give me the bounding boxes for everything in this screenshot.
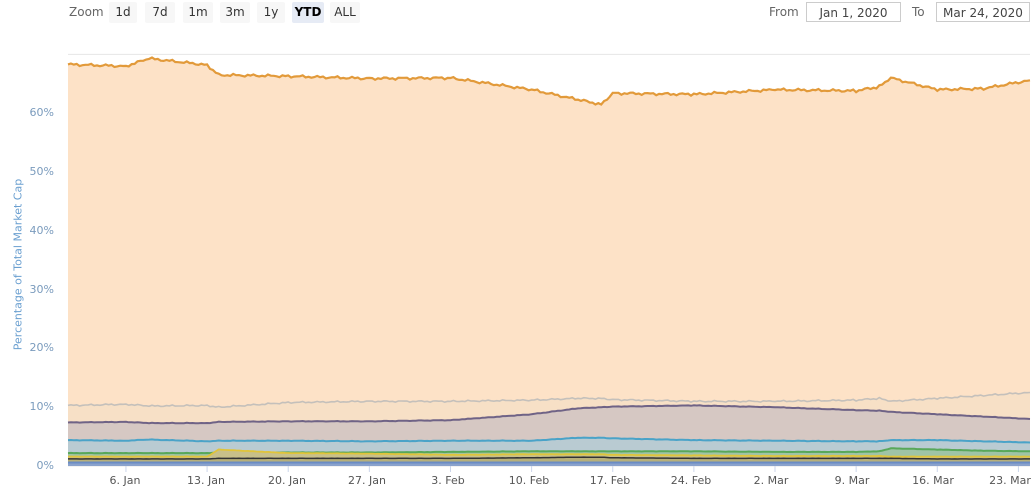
y-tick-label: 20% <box>29 341 54 354</box>
from-date-input[interactable]: Jan 1, 2020 <box>806 2 901 22</box>
x-tick-label: 13. Jan <box>187 474 225 487</box>
light-gray-area-line <box>67 391 1031 408</box>
zoom-3m-button[interactable]: 3m <box>220 2 250 23</box>
from-label: From <box>769 5 799 19</box>
yellow-area-line <box>67 448 1030 458</box>
x-tick-label: 2. Mar <box>753 474 789 487</box>
zoom-1y-button[interactable]: 1y <box>257 2 285 23</box>
zoom-ytd-button[interactable]: YTD <box>292 2 324 23</box>
x-tick-label: 6. Jan <box>109 474 141 487</box>
y-tick-label: 40% <box>29 224 54 237</box>
zoom-1m-button[interactable]: 1m <box>183 2 213 23</box>
y-axis-title: Percentage of Total Market Cap <box>11 178 25 351</box>
x-tick-label: 24. Feb <box>670 474 712 487</box>
ethereum-area-line <box>67 404 1031 425</box>
zoom-1d-button[interactable]: 1d <box>109 2 137 23</box>
y-tick-label: 60% <box>29 106 54 119</box>
zoom-7d-button[interactable]: 7d <box>145 2 175 23</box>
y-tick-label: 50% <box>29 165 54 178</box>
zoom-all-button[interactable]: ALL <box>330 2 360 23</box>
x-tick-label: 3. Feb <box>431 474 465 487</box>
to-label: To <box>912 5 925 19</box>
x-tick-label: 9. Mar <box>834 474 870 487</box>
to-date-input[interactable]: Mar 24, 2020 <box>936 2 1030 22</box>
x-tick-label: 27. Jan <box>348 474 386 487</box>
range-selector-toolbar: Zoom 1d 7d 1m 3m 1y YTD ALL From Jan 1, … <box>0 0 1032 26</box>
bitcoin-area-line <box>67 56 1031 106</box>
x-tick-label: 17. Feb <box>589 474 631 487</box>
y-tick-label: 30% <box>29 283 54 296</box>
x-tick-label: 16. Mar <box>912 474 954 487</box>
black-line-area-line <box>68 456 1030 460</box>
x-tick-label: 20. Jan <box>268 474 306 487</box>
bitcoin-area <box>68 57 1030 466</box>
y-tick-label: 0% <box>36 459 54 472</box>
x-tick-label: 10. Feb <box>508 474 550 487</box>
x-tick-label: 23. Mar <box>989 474 1031 487</box>
zoom-label: Zoom <box>69 5 104 19</box>
y-tick-label: 10% <box>29 400 54 413</box>
teal-area-line <box>67 436 1031 444</box>
